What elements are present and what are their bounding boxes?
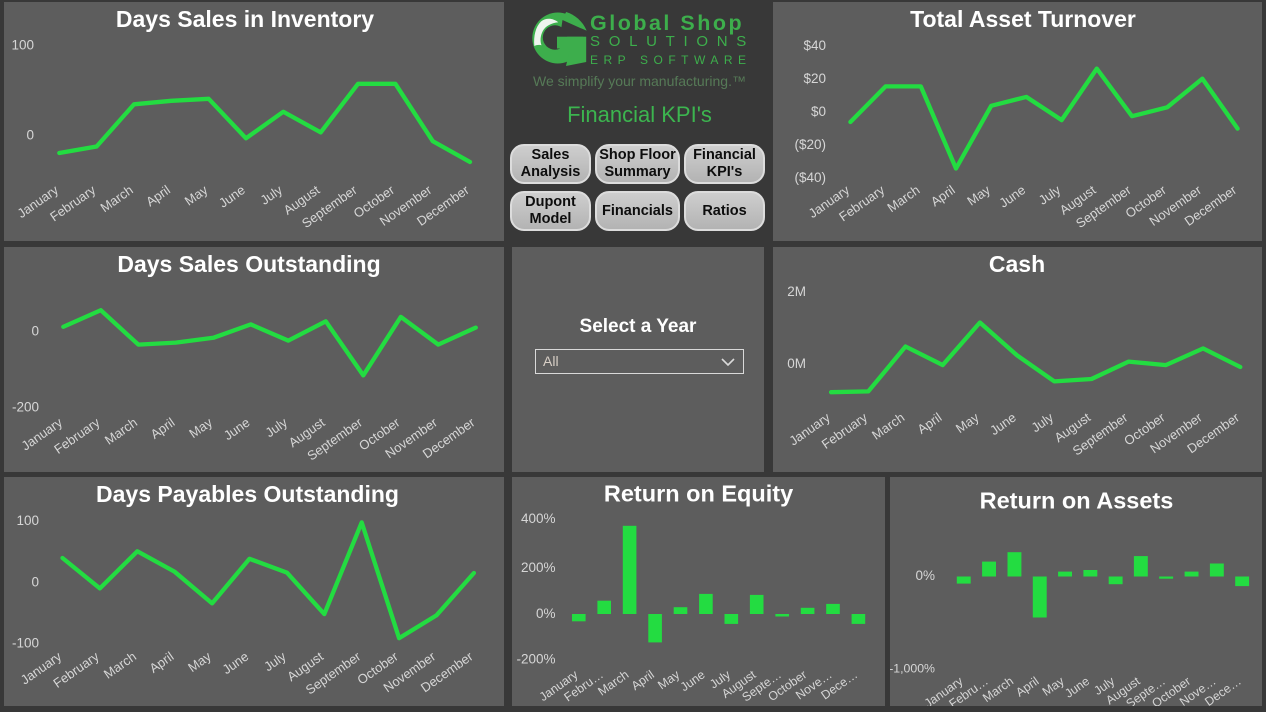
svg-text:0%: 0% (915, 568, 935, 583)
svg-text:$0: $0 (811, 104, 826, 119)
svg-text:June: June (221, 415, 253, 443)
svg-text:Days Payables Outstanding: Days Payables Outstanding (96, 481, 399, 507)
svg-text:400%: 400% (521, 511, 556, 526)
svg-text:2M: 2M (787, 284, 806, 299)
svg-text:July: July (262, 414, 290, 440)
svg-text:June: June (996, 182, 1028, 210)
svg-text:200%: 200% (521, 560, 556, 575)
svg-text:($20): ($20) (794, 137, 826, 152)
svg-text:0%: 0% (536, 606, 556, 621)
svg-text:April: April (143, 182, 173, 209)
svg-text:Cash: Cash (989, 251, 1045, 277)
svg-text:Days Sales in Inventory: Days Sales in Inventory (116, 6, 374, 32)
svg-text:-200: -200 (12, 400, 39, 415)
svg-text:June: June (987, 410, 1019, 438)
svg-text:April: April (915, 410, 945, 437)
svg-text:-200%: -200% (516, 652, 555, 667)
svg-text:-100: -100 (12, 636, 39, 651)
svg-text:May: May (185, 648, 214, 675)
svg-text:$20: $20 (803, 71, 826, 86)
svg-text:March: March (884, 182, 922, 215)
svg-text:-1,000%: -1,000% (890, 661, 935, 675)
svg-text:May: May (964, 182, 993, 209)
svg-text:Total Asset Turnover: Total Asset Turnover (910, 6, 1136, 32)
svg-text:May: May (953, 409, 982, 436)
svg-text:April: April (1013, 674, 1041, 700)
svg-text:$40: $40 (803, 38, 826, 53)
svg-text:March: March (101, 649, 139, 682)
svg-text:March: March (102, 415, 140, 448)
svg-text:April: April (147, 649, 177, 676)
svg-text:100: 100 (16, 513, 39, 528)
svg-text:May: May (186, 414, 215, 441)
svg-text:May: May (1040, 674, 1068, 699)
svg-text:June: June (216, 182, 248, 210)
svg-text:June: June (220, 649, 252, 677)
svg-text:April: April (928, 182, 958, 209)
svg-text:March: March (869, 410, 907, 443)
svg-text:May: May (182, 182, 211, 209)
svg-text:Days Sales Outstanding: Days Sales Outstanding (117, 251, 380, 277)
svg-text:0: 0 (26, 128, 34, 143)
svg-text:March: March (98, 182, 136, 215)
svg-text:Return on Equity: Return on Equity (604, 481, 793, 507)
svg-text:April: April (148, 415, 178, 442)
svg-text:0M: 0M (787, 356, 806, 371)
svg-text:100: 100 (11, 38, 34, 53)
svg-text:May: May (655, 667, 683, 692)
svg-text:Return on Assets: Return on Assets (980, 487, 1174, 513)
svg-text:June: June (678, 667, 708, 694)
svg-text:June: June (1062, 674, 1092, 701)
svg-text:0: 0 (31, 574, 39, 589)
svg-text:0: 0 (31, 324, 39, 339)
svg-text:April: April (629, 667, 657, 693)
svg-text:($40): ($40) (794, 170, 826, 185)
